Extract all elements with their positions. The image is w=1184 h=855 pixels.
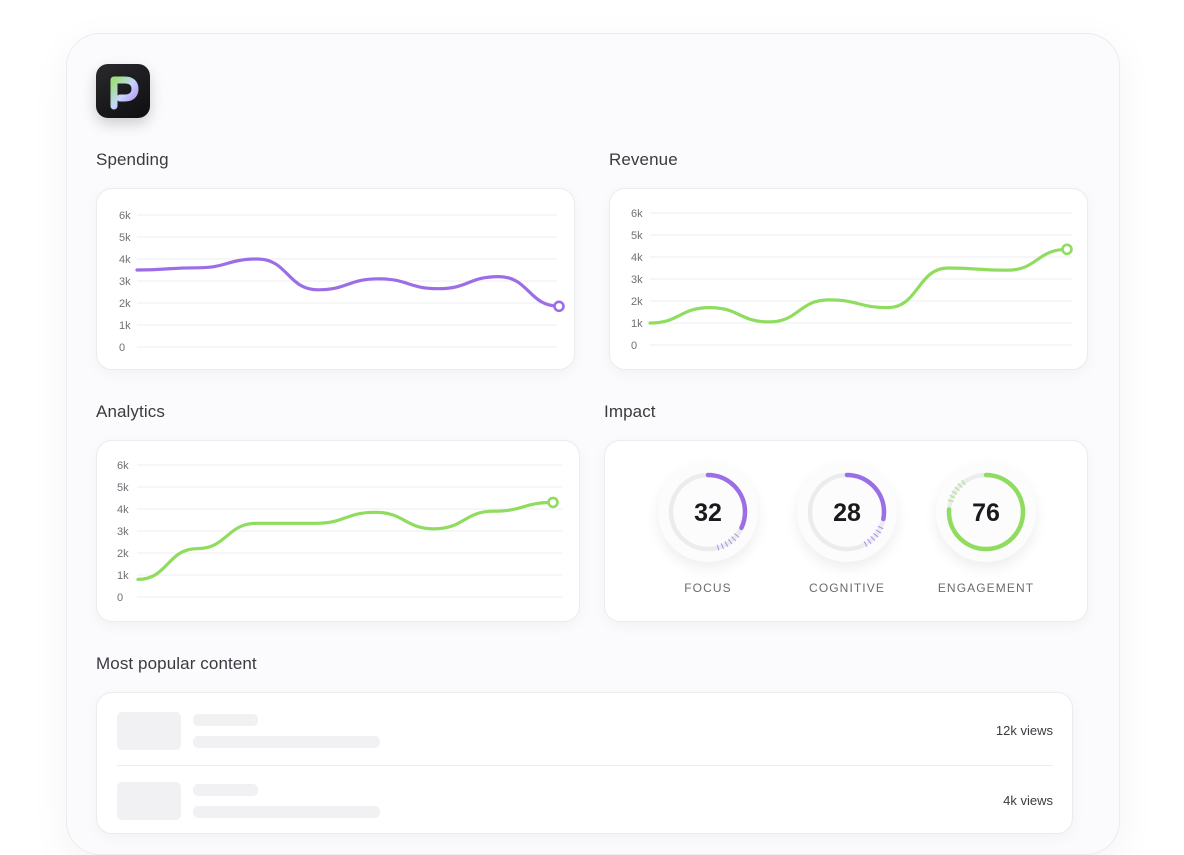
engagement-gauge: 76	[936, 462, 1036, 562]
y-tick-label: 0	[117, 592, 123, 604]
gauge-tick	[949, 494, 956, 499]
engagement-gauge-value: 76	[972, 499, 1000, 527]
gauge-tick	[716, 544, 720, 551]
y-tick-label: 5k	[631, 230, 643, 242]
row-divider	[117, 765, 1053, 766]
gauge-tick	[961, 479, 966, 486]
revenue-chart: 6k 5k 4k 3k 2k 1k 0	[631, 208, 1073, 352]
series-end-point[interactable]	[547, 496, 559, 509]
content-subtitle-placeholder	[193, 806, 380, 818]
y-tick-label: 6k	[631, 208, 643, 220]
series-end-point[interactable]	[553, 300, 565, 313]
content-views: 12k views	[995, 723, 1053, 738]
y-tick-label: 1k	[119, 320, 131, 332]
y-tick-label: 6k	[119, 210, 131, 222]
gauge-tick	[873, 532, 879, 538]
analytics-chart: 6k 5k 4k 3k 2k 1k 0	[117, 460, 562, 604]
gauge-progress-arc	[807, 472, 887, 552]
gauge-tick	[947, 499, 954, 503]
spending-chart: 6k 5k 4k 3k 2k 1k 0	[119, 210, 565, 354]
y-tick-label: 2k	[631, 296, 643, 308]
cognitive-gauge-value: 28	[833, 499, 861, 527]
y-tick-label: 4k	[117, 504, 129, 516]
cognitive-gauge: 28	[797, 462, 897, 562]
focus-gauge: 32	[658, 462, 758, 562]
y-tick-label: 3k	[631, 274, 643, 286]
spending-title: Spending	[96, 150, 169, 169]
y-tick-label: 1k	[117, 570, 129, 582]
gauge-progress-arc	[946, 472, 1026, 552]
series-line	[136, 500, 555, 581]
y-tick-label: 4k	[119, 254, 131, 266]
y-tick-label: 3k	[117, 526, 129, 538]
engagement-gauge-ring	[946, 472, 1026, 552]
gauge-progress-arc	[668, 472, 748, 552]
y-tick-label: 6k	[117, 460, 129, 472]
popular-content-title: Most popular content	[96, 654, 257, 673]
series-line	[648, 247, 1069, 325]
content-thumbnail-placeholder	[117, 712, 181, 750]
y-tick-label: 2k	[119, 298, 131, 310]
app-logo[interactable]	[96, 64, 150, 118]
gauge-tick	[870, 536, 876, 542]
y-tick-label: 5k	[119, 232, 131, 244]
analytics-title: Analytics	[96, 402, 165, 421]
y-tick-label: 5k	[117, 482, 129, 494]
gauge-tick	[734, 533, 740, 538]
series-line	[135, 257, 561, 308]
gauge-tick	[720, 543, 724, 550]
impact-title: Impact	[604, 402, 656, 421]
focus-gauge-value: 32	[694, 499, 722, 527]
cognitive-label: COGNITIVE	[809, 581, 885, 595]
gauge-tick	[731, 536, 737, 542]
cognitive-gauge-ring	[807, 472, 887, 552]
y-tick-label: 1k	[631, 318, 643, 330]
engagement-label: ENGAGEMENT	[937, 581, 1035, 595]
revenue-chart-card: 6k 5k 4k 3k 2k 1k 0	[609, 188, 1088, 370]
y-tick-label: 4k	[631, 252, 643, 264]
gauge-tick	[877, 525, 884, 530]
analytics-chart-card: 6k 5k 4k 3k 2k 1k 0	[96, 440, 580, 622]
content-thumbnail-placeholder	[117, 782, 181, 820]
y-tick-label: 0	[119, 342, 125, 354]
focus-gauge-ring	[668, 472, 748, 552]
list-item[interactable]: 12k views	[117, 712, 1053, 782]
content-subtitle-placeholder	[193, 736, 380, 748]
list-item[interactable]: 4k views	[117, 782, 1053, 852]
focus-label: FOCUS	[684, 581, 732, 595]
gauge-tick	[875, 529, 882, 534]
gauge-tick	[951, 490, 958, 495]
gauge-tick	[863, 541, 868, 547]
spending-chart-card: 6k 5k 4k 3k 2k 1k 0	[96, 188, 575, 370]
content-title-placeholder	[193, 784, 258, 796]
series-end-point[interactable]	[1061, 243, 1073, 256]
gauge-tick	[954, 486, 960, 492]
gauge-tick	[727, 538, 733, 545]
revenue-title: Revenue	[609, 150, 678, 169]
popular-content-list: 12k views 4k views	[96, 692, 1073, 834]
impact-card: 32 28 76 FOCUS COGNITIVE ENGAGEMENT	[604, 440, 1088, 622]
y-tick-label: 3k	[119, 276, 131, 288]
gauge-tick	[867, 538, 872, 545]
content-title-placeholder	[193, 714, 258, 726]
y-tick-label: 2k	[117, 548, 129, 560]
content-views: 4k views	[1003, 793, 1053, 808]
gauge-tick	[724, 541, 729, 547]
y-tick-label: 0	[631, 340, 637, 352]
gauge-tick	[957, 483, 963, 489]
p-letter-logo-icon	[110, 76, 139, 110]
